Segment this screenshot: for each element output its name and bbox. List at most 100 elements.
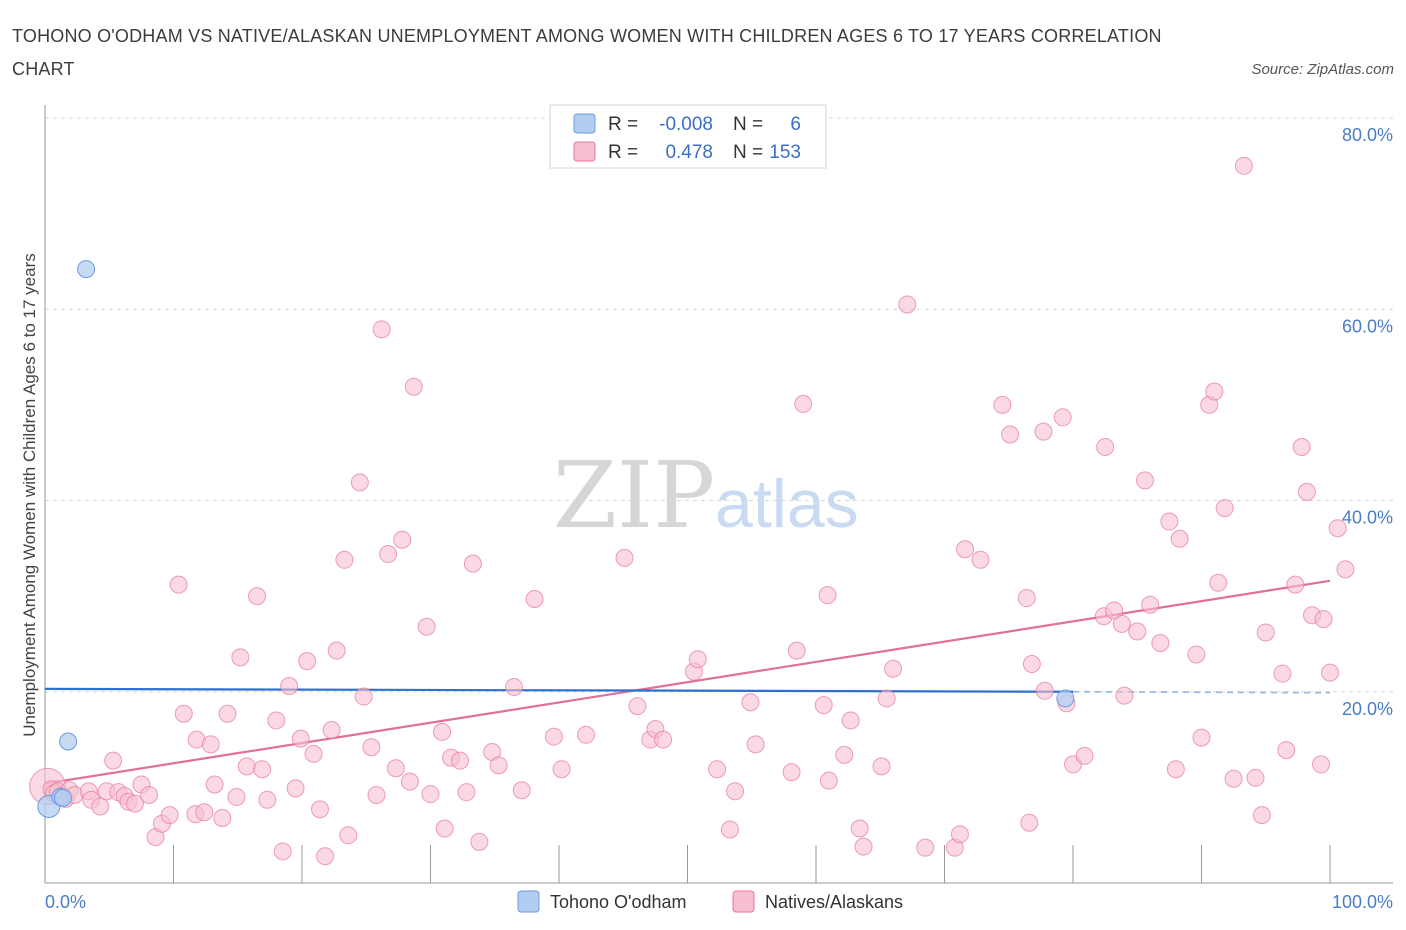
natives-point [405, 378, 422, 395]
natives-point [368, 787, 385, 804]
natives-point [254, 761, 271, 778]
natives-point [249, 588, 266, 605]
y-tick-label: 40.0% [1342, 508, 1393, 528]
natives-point [1247, 769, 1264, 786]
legend-swatch-blue [574, 114, 595, 133]
natives-point [878, 690, 895, 707]
tohono-point [1057, 690, 1074, 707]
natives-point [842, 712, 859, 729]
x-ticks [174, 845, 1331, 883]
natives-point [1257, 624, 1274, 641]
natives-point [820, 772, 837, 789]
natives-point [259, 791, 276, 808]
natives-point [1136, 472, 1153, 489]
natives-point [1129, 623, 1146, 640]
tohono-point [54, 789, 71, 806]
legend-n-value-2: 153 [769, 142, 801, 163]
legend-r-label-1: R = [608, 114, 638, 135]
natives-point [202, 736, 219, 753]
natives-point [418, 618, 435, 635]
natives-point [1315, 611, 1332, 628]
natives-point [464, 555, 481, 572]
natives-point [299, 653, 316, 670]
natives-point [1322, 664, 1339, 681]
natives-point [689, 651, 706, 668]
natives-point [545, 728, 562, 745]
natives-point [836, 746, 853, 763]
natives-point [1210, 574, 1227, 591]
natives-point [92, 798, 109, 815]
series-legend: Tohono O'odham Natives/Alaskans [518, 891, 903, 912]
natives-point [1313, 756, 1330, 773]
natives-point [815, 697, 832, 714]
natives-point [452, 752, 469, 769]
natives-point [170, 576, 187, 593]
natives-point [1337, 561, 1354, 578]
natives-point [141, 787, 158, 804]
natives-point [1023, 656, 1040, 673]
natives-point [951, 826, 968, 843]
natives-point [1171, 530, 1188, 547]
natives-point [281, 678, 298, 695]
natives-point [526, 590, 543, 607]
natives-point [401, 773, 418, 790]
natives-point [340, 827, 357, 844]
natives-point [380, 546, 397, 563]
trend-lines [45, 581, 1330, 784]
natives-point [317, 848, 334, 865]
y-tick-label: 60.0% [1342, 316, 1393, 336]
natives-point [1329, 520, 1346, 537]
natives-point [873, 758, 890, 775]
natives-point [458, 784, 475, 801]
natives-point [957, 541, 974, 558]
natives-point [387, 760, 404, 777]
natives-point [506, 678, 523, 695]
natives-point [1036, 682, 1053, 699]
natives-point [238, 758, 255, 775]
natives-point [232, 649, 249, 666]
natives-point [917, 839, 934, 856]
natives-point [994, 396, 1011, 413]
watermark-atlas: atlas [715, 466, 859, 542]
natives-point [328, 642, 345, 659]
natives-point [434, 723, 451, 740]
x-tick-label-max: 100.0% [1332, 892, 1393, 912]
legend-n-value-1: 6 [790, 114, 801, 135]
natives-point [742, 694, 759, 711]
natives-point [1188, 646, 1205, 663]
natives-point [471, 833, 488, 850]
natives-point [577, 726, 594, 743]
natives-point [219, 705, 236, 722]
natives-point [305, 745, 322, 762]
natives-point [274, 843, 291, 860]
natives-point [1002, 426, 1019, 443]
natives-point [1054, 409, 1071, 426]
natives-point [819, 587, 836, 604]
natives-point [351, 474, 368, 491]
natives-point [323, 722, 340, 739]
natives-point [1278, 742, 1295, 759]
natives-point [721, 821, 738, 838]
natives-point [1206, 383, 1223, 400]
legend-r-value-2: 0.478 [665, 142, 713, 163]
y-tick-label: 80.0% [1342, 125, 1393, 145]
natives-point [175, 705, 192, 722]
bottom-legend-swatch-pink [733, 891, 754, 912]
natives-point [1152, 634, 1169, 651]
natives-point [795, 395, 812, 412]
natives-point [161, 807, 178, 824]
natives-point [1235, 157, 1252, 174]
natives-point [972, 551, 989, 568]
natives-point [553, 761, 570, 778]
natives-point [292, 730, 309, 747]
legend-swatch-pink [574, 142, 595, 161]
natives-point [1298, 483, 1315, 500]
tohono-point [60, 733, 77, 750]
natives-point [336, 551, 353, 568]
natives-point [783, 764, 800, 781]
natives-point [311, 801, 328, 818]
natives-point [899, 296, 916, 313]
natives-point [1076, 747, 1093, 764]
y-tick-label: 20.0% [1342, 699, 1393, 719]
natives-point [1142, 596, 1159, 613]
